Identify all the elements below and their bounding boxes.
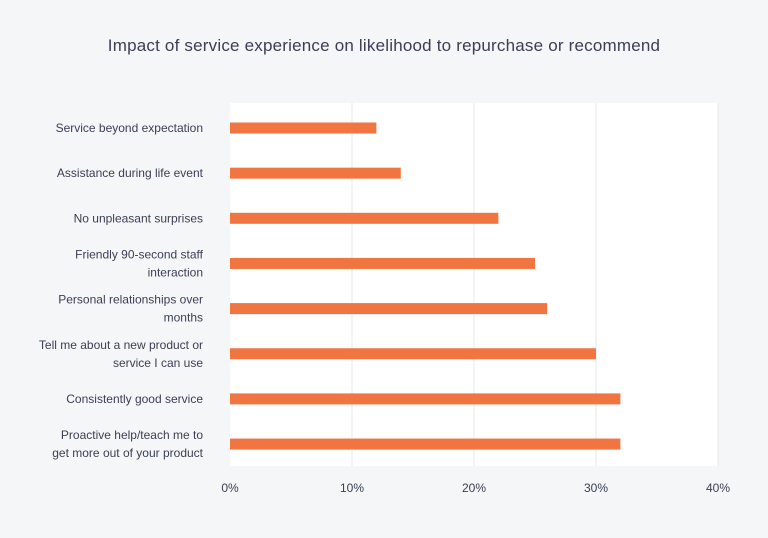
x-tick-label: 30% bbox=[584, 481, 608, 495]
bars bbox=[230, 122, 621, 450]
x-tick-label: 10% bbox=[340, 481, 364, 495]
bar bbox=[230, 167, 401, 179]
x-tick-label: 40% bbox=[706, 481, 730, 495]
bar bbox=[230, 257, 535, 269]
category-label: Friendly 90-second staff interaction bbox=[75, 247, 204, 279]
bar bbox=[230, 212, 499, 224]
bar bbox=[230, 393, 621, 405]
x-tick-label: 20% bbox=[462, 481, 486, 495]
bar bbox=[230, 348, 596, 360]
gridlines bbox=[351, 103, 719, 466]
x-tick-labels: 0% 10% 20% 30% 40% bbox=[221, 481, 730, 495]
category-label: No unpleasant surprises bbox=[74, 211, 203, 225]
bar bbox=[230, 303, 548, 315]
chart-title: Impact of service experience on likeliho… bbox=[107, 36, 661, 55]
bar bbox=[230, 438, 621, 450]
x-tick-label: 0% bbox=[221, 481, 239, 495]
category-label: Tell me about a new product or service I … bbox=[39, 338, 203, 370]
category-label: Assistance during life event bbox=[57, 166, 204, 180]
category-label: Service beyond expectation bbox=[56, 121, 203, 135]
category-label: Personal relationships over months bbox=[58, 293, 203, 325]
bar bbox=[230, 122, 377, 134]
category-label: Proactive help/teach me to get more out o… bbox=[52, 428, 203, 460]
category-label: Consistently good service bbox=[66, 392, 203, 406]
category-labels: Service beyond expectation Assistance dur… bbox=[39, 121, 204, 460]
